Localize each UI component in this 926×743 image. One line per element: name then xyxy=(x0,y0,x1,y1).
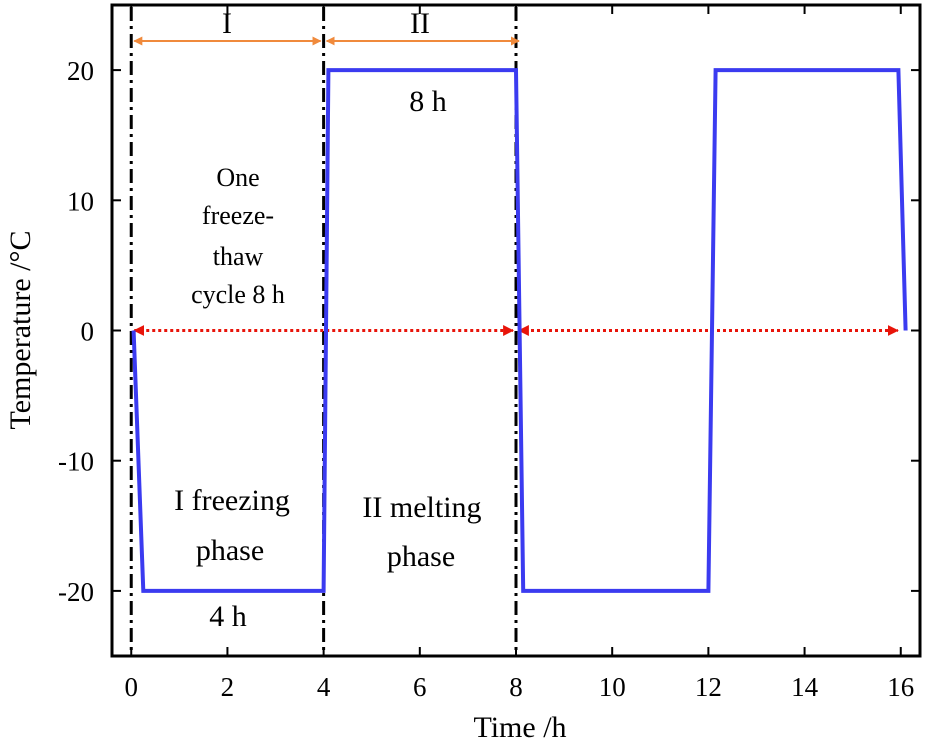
y-tick-label-3: 10 xyxy=(67,186,94,216)
y-tick-label-1: -10 xyxy=(58,447,94,477)
series-line-0 xyxy=(131,68,908,593)
x-tick-label-7: 14 xyxy=(791,672,819,702)
duration-8h-label: 8 h xyxy=(409,85,447,118)
x-tick-label-1: 2 xyxy=(221,672,235,702)
x-tick-label-4: 8 xyxy=(509,672,523,702)
cycle-label-line2: freeze- xyxy=(202,201,274,230)
freezing-label-line1: I freezing xyxy=(174,484,290,517)
x-tick-labels: 0 2 4 6 8 10 12 14 16 xyxy=(124,672,914,702)
x-tick-label-3: 6 xyxy=(413,672,427,702)
freezing-label-line2: phase xyxy=(196,534,264,567)
series-lines xyxy=(131,68,908,593)
duration-4h-label: 4 h xyxy=(209,600,247,633)
cycle-label-line1: One xyxy=(216,163,259,192)
phase-II-label: II xyxy=(410,7,430,40)
annotation-arrows xyxy=(133,36,899,336)
x-tick-label-5: 10 xyxy=(599,672,626,702)
y-tick-label-2: 0 xyxy=(81,317,95,347)
phase-I-label: I xyxy=(222,7,232,40)
x-tick-label-6: 12 xyxy=(695,672,722,702)
y-tick-label-4: 20 xyxy=(67,56,94,86)
y-axis-title: Temperature /°C xyxy=(4,231,37,430)
x-tick-label-0: 0 xyxy=(124,672,138,702)
melting-label-line1: II melting xyxy=(362,491,481,524)
cycle-label-line4: cycle 8 h xyxy=(191,280,285,309)
melting-label-line2: phase xyxy=(387,540,455,573)
y-tick-labels: -20 -10 0 10 20 xyxy=(58,56,94,607)
x-tick-label-8: 16 xyxy=(887,672,914,702)
y-tick-label-0: -20 xyxy=(58,577,94,607)
x-axis-title: Time /h xyxy=(473,711,566,743)
x-tick-label-2: 4 xyxy=(317,672,331,702)
cycle-label-line3: thaw xyxy=(213,242,264,271)
